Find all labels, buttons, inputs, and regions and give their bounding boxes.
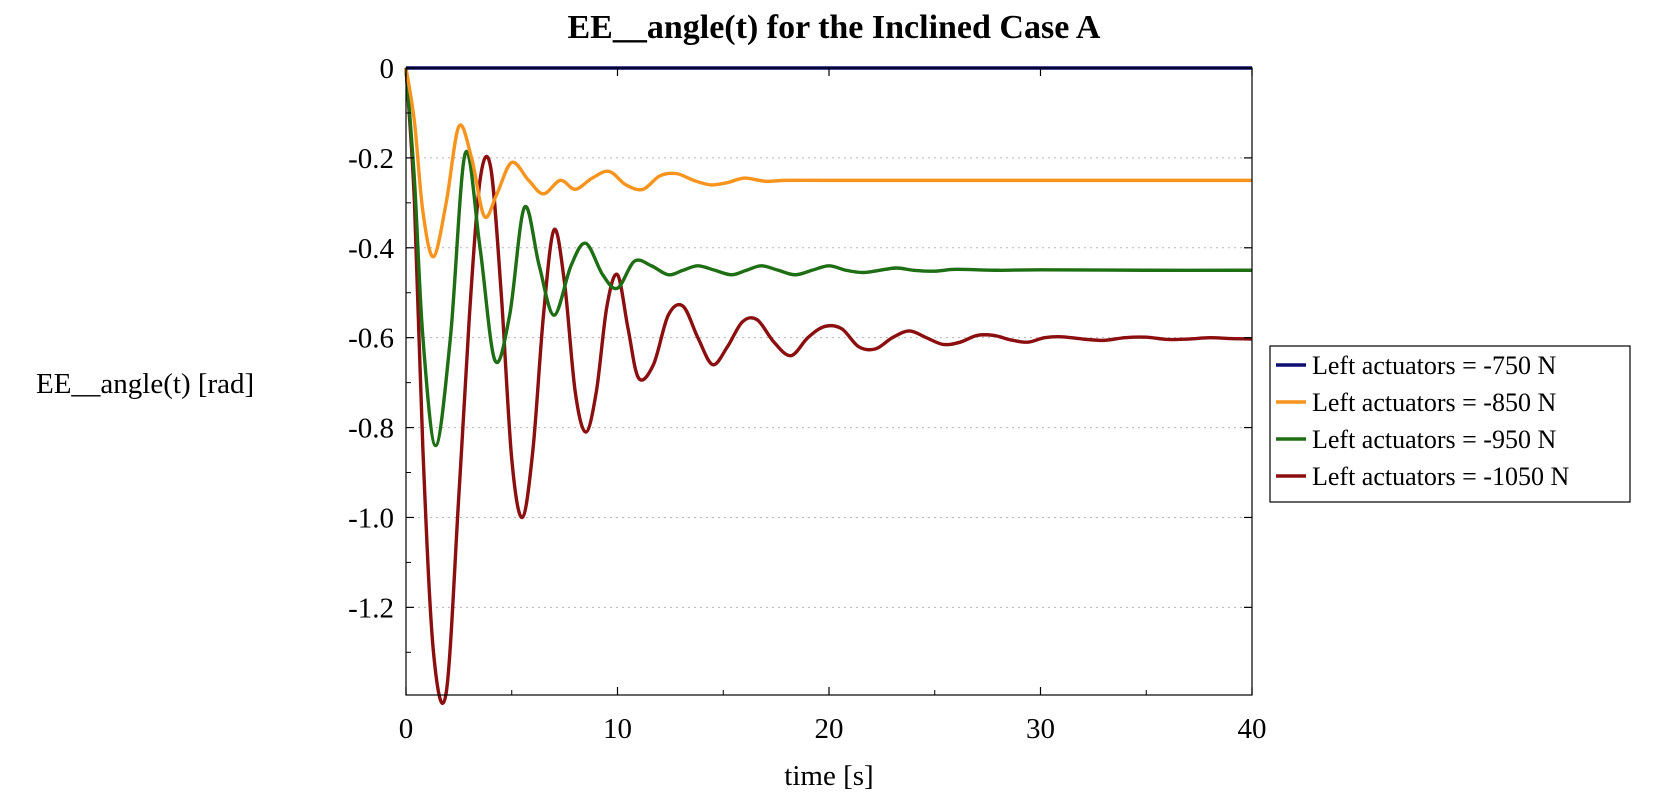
y-axis-label: EE__angle(t) [rad] bbox=[36, 368, 254, 400]
x-axis: 0 10 20 30 40 bbox=[399, 68, 1267, 745]
y-axis: 0 -0.2 -0.4 -0.6 -0.8 -1.0 -1.2 bbox=[348, 53, 1252, 653]
x-tick-label: 10 bbox=[603, 713, 632, 745]
y-tick-label: -1.0 bbox=[348, 502, 394, 534]
x-tick-label: 0 bbox=[399, 713, 414, 745]
series-line bbox=[404, 67, 1253, 705]
legend: Left actuators = -750 N Left actuators = … bbox=[1269, 345, 1631, 503]
y-tick-label: -0.4 bbox=[348, 233, 394, 265]
y-tick-label: -0.6 bbox=[348, 323, 394, 355]
legend-label: Left actuators = -1050 N bbox=[1312, 462, 1569, 491]
legend-label: Left actuators = -950 N bbox=[1312, 425, 1556, 454]
x-tick-label: 20 bbox=[815, 713, 844, 745]
x-tick-label: 30 bbox=[1026, 713, 1055, 745]
legend-label: Left actuators = -850 N bbox=[1312, 388, 1556, 417]
legend-box bbox=[1269, 345, 1631, 503]
series-layer bbox=[404, 66, 1253, 705]
chart-title: EE__angle(t) for the Inclined Case A bbox=[568, 9, 1101, 46]
series-line bbox=[404, 67, 1252, 259]
series-line bbox=[404, 67, 1253, 448]
x-tick-label: 40 bbox=[1238, 713, 1267, 745]
plot-frame bbox=[405, 67, 1253, 696]
y-tick-label: -1.2 bbox=[348, 592, 394, 624]
x-axis-label: time [s] bbox=[784, 760, 873, 792]
y-tick-label: 0 bbox=[380, 53, 395, 85]
y-tick-label: -0.8 bbox=[348, 413, 394, 445]
legend-label: Left actuators = -750 N bbox=[1312, 351, 1556, 380]
y-tick-label: -0.2 bbox=[348, 143, 394, 175]
